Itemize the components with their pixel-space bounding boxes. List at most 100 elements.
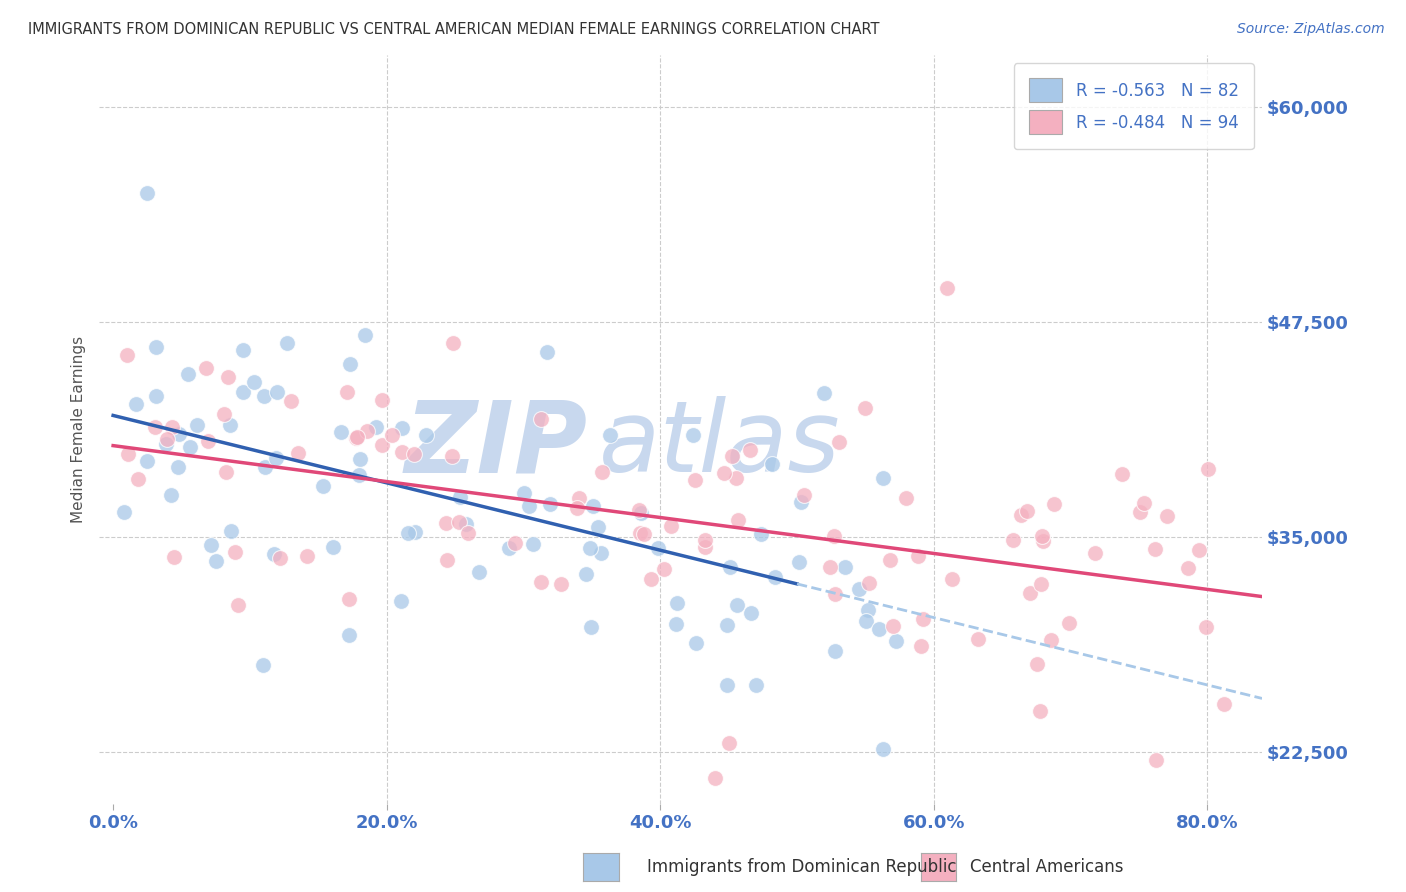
Point <box>1177 561 1199 575</box>
Point <box>872 471 894 485</box>
Point <box>936 280 959 294</box>
Point <box>269 550 291 565</box>
Point <box>627 503 650 517</box>
Point <box>884 634 907 648</box>
Point <box>440 449 463 463</box>
Point <box>910 639 932 653</box>
Point <box>218 417 240 432</box>
Point <box>896 491 918 505</box>
Point <box>1039 633 1062 648</box>
Point <box>536 345 558 359</box>
Text: IMMIGRANTS FROM DOMINICAN REPUBLIC VS CENTRAL AMERICAN MEDIAN FEMALE EARNINGS CO: IMMIGRANTS FROM DOMINICAN REPUBLIC VS CE… <box>28 22 880 37</box>
Point <box>818 560 841 574</box>
Point <box>356 424 378 438</box>
Point <box>834 559 856 574</box>
Point <box>1132 495 1154 509</box>
Point <box>967 632 990 647</box>
Point <box>716 678 738 692</box>
Point <box>253 389 276 403</box>
Point <box>941 572 963 586</box>
Point <box>163 549 186 564</box>
Point <box>205 553 228 567</box>
Point <box>1018 586 1040 600</box>
Point <box>195 360 218 375</box>
Point <box>565 501 588 516</box>
Point <box>763 570 786 584</box>
Point <box>295 549 318 564</box>
Point <box>1111 467 1133 482</box>
Point <box>630 506 652 520</box>
Point <box>322 540 344 554</box>
Point <box>232 343 254 357</box>
Point <box>872 741 894 756</box>
Point <box>127 472 149 486</box>
Point <box>457 525 479 540</box>
Point <box>217 370 239 384</box>
Point <box>1144 753 1167 767</box>
Point <box>215 465 238 479</box>
Point <box>280 393 302 408</box>
Point <box>538 497 561 511</box>
Point <box>404 524 426 539</box>
Point <box>200 538 222 552</box>
Point <box>721 449 744 463</box>
Text: Immigrants from Dominican Republic: Immigrants from Dominican Republic <box>647 858 956 876</box>
Point <box>219 524 242 538</box>
Point <box>824 586 846 600</box>
Point <box>404 447 426 461</box>
Point <box>693 533 716 547</box>
Point <box>389 593 412 607</box>
Point <box>745 678 768 692</box>
Point <box>312 479 335 493</box>
Point <box>530 411 553 425</box>
Point <box>813 385 835 400</box>
Point <box>517 499 540 513</box>
Point <box>252 658 274 673</box>
Point <box>337 591 360 606</box>
Point <box>276 336 298 351</box>
Point <box>449 490 471 504</box>
Point <box>1156 508 1178 523</box>
Point <box>136 454 159 468</box>
Point <box>447 515 470 529</box>
Point <box>740 443 762 458</box>
Point <box>329 425 352 439</box>
Point <box>633 526 655 541</box>
Point <box>665 617 688 632</box>
Point <box>713 467 735 481</box>
Point <box>704 771 727 785</box>
Point <box>415 427 437 442</box>
Point <box>179 440 201 454</box>
Point <box>823 529 845 543</box>
Point <box>371 393 394 408</box>
Point <box>1129 505 1152 519</box>
Point <box>529 575 551 590</box>
Point <box>586 520 609 534</box>
Point <box>349 467 371 482</box>
Point <box>125 397 148 411</box>
Point <box>855 401 877 415</box>
Point <box>1213 697 1236 711</box>
Point <box>727 513 749 527</box>
Point <box>693 540 716 554</box>
Legend: R = -0.563   N = 82, R = -0.484   N = 94: R = -0.563 N = 82, R = -0.484 N = 94 <box>1014 63 1254 149</box>
Point <box>599 428 621 442</box>
Point <box>1029 704 1052 718</box>
Point <box>354 328 377 343</box>
Point <box>1010 508 1032 522</box>
Point <box>434 516 457 530</box>
Point <box>568 491 591 505</box>
Point <box>232 385 254 400</box>
Point <box>339 357 361 371</box>
Point <box>1084 546 1107 560</box>
Point <box>145 389 167 403</box>
Point <box>647 541 669 555</box>
Point <box>167 426 190 441</box>
Point <box>1057 615 1080 630</box>
Point <box>160 488 183 502</box>
Point <box>628 526 651 541</box>
Point <box>1198 462 1220 476</box>
Point <box>652 561 675 575</box>
Point <box>1015 504 1038 518</box>
Point <box>143 419 166 434</box>
